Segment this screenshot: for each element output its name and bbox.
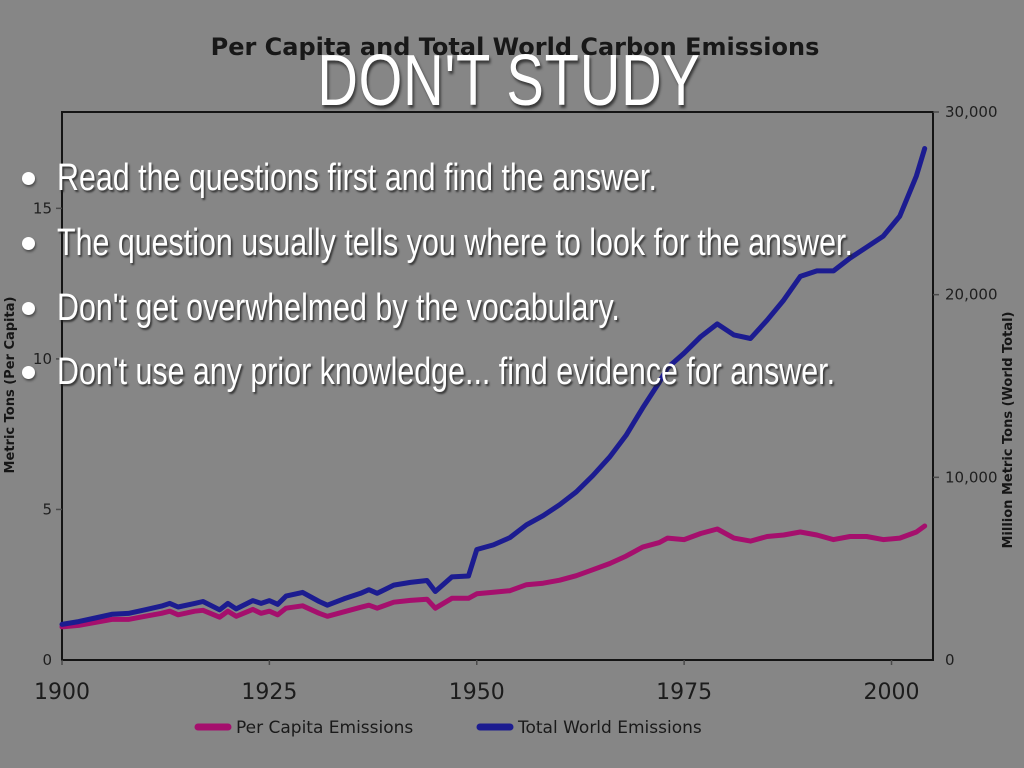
bullet-dot (22, 365, 35, 379)
slide-title: DON'T STUDY (317, 41, 701, 121)
legend-label: Total World Emissions (517, 718, 702, 738)
left-tick-label: 5 (42, 500, 52, 518)
right-tick-label: 30,000 (945, 103, 998, 121)
left-axis-title: Metric Tons (Per Capita) (3, 297, 18, 474)
left-tick-label: 10 (33, 350, 52, 368)
right-tick-label: 0 (945, 651, 955, 669)
x-tick-label: 1975 (656, 680, 712, 705)
per-capita-emissions-line (59, 523, 928, 630)
bullet-text: Don't use any prior knowledge... find ev… (57, 350, 836, 393)
x-tick-label: 2000 (864, 680, 920, 705)
right-tick-label: 10,000 (945, 468, 998, 486)
bullet-item: The question usually tells you where to … (22, 219, 1024, 267)
x-tick-label: 1900 (34, 680, 90, 705)
total-world-emissions-line (59, 146, 928, 627)
x-tick-label: 1925 (241, 680, 297, 705)
bullet-item: Don't get overwhelmed by the vocabulary. (22, 284, 761, 332)
left-tick-label: 0 (42, 651, 52, 669)
plot-border (61, 111, 934, 661)
bullet-text: Read the questions first and find the an… (57, 156, 657, 199)
bullet-item: Read the questions first and find the an… (22, 154, 807, 202)
legend-label: Per Capita Emissions (236, 718, 413, 738)
x-tick-label: 1950 (449, 680, 505, 705)
left-tick-label: 15 (33, 199, 52, 217)
chart-title: Per Capita and Total World Carbon Emissi… (210, 33, 820, 61)
bullet-dot (22, 236, 35, 250)
bullet-dot (22, 301, 35, 315)
bullet-text: Don't get overwhelmed by the vocabulary. (57, 286, 620, 329)
bullet-item: Don't use any prior knowledge... find ev… (22, 348, 1024, 396)
right-tick-label: 20,000 (945, 286, 998, 304)
bullet-text: The question usually tells you where to … (57, 221, 853, 264)
bullet-dot (22, 171, 35, 185)
right-axis-title: Million Metric Tons (World Total) (1001, 311, 1016, 548)
